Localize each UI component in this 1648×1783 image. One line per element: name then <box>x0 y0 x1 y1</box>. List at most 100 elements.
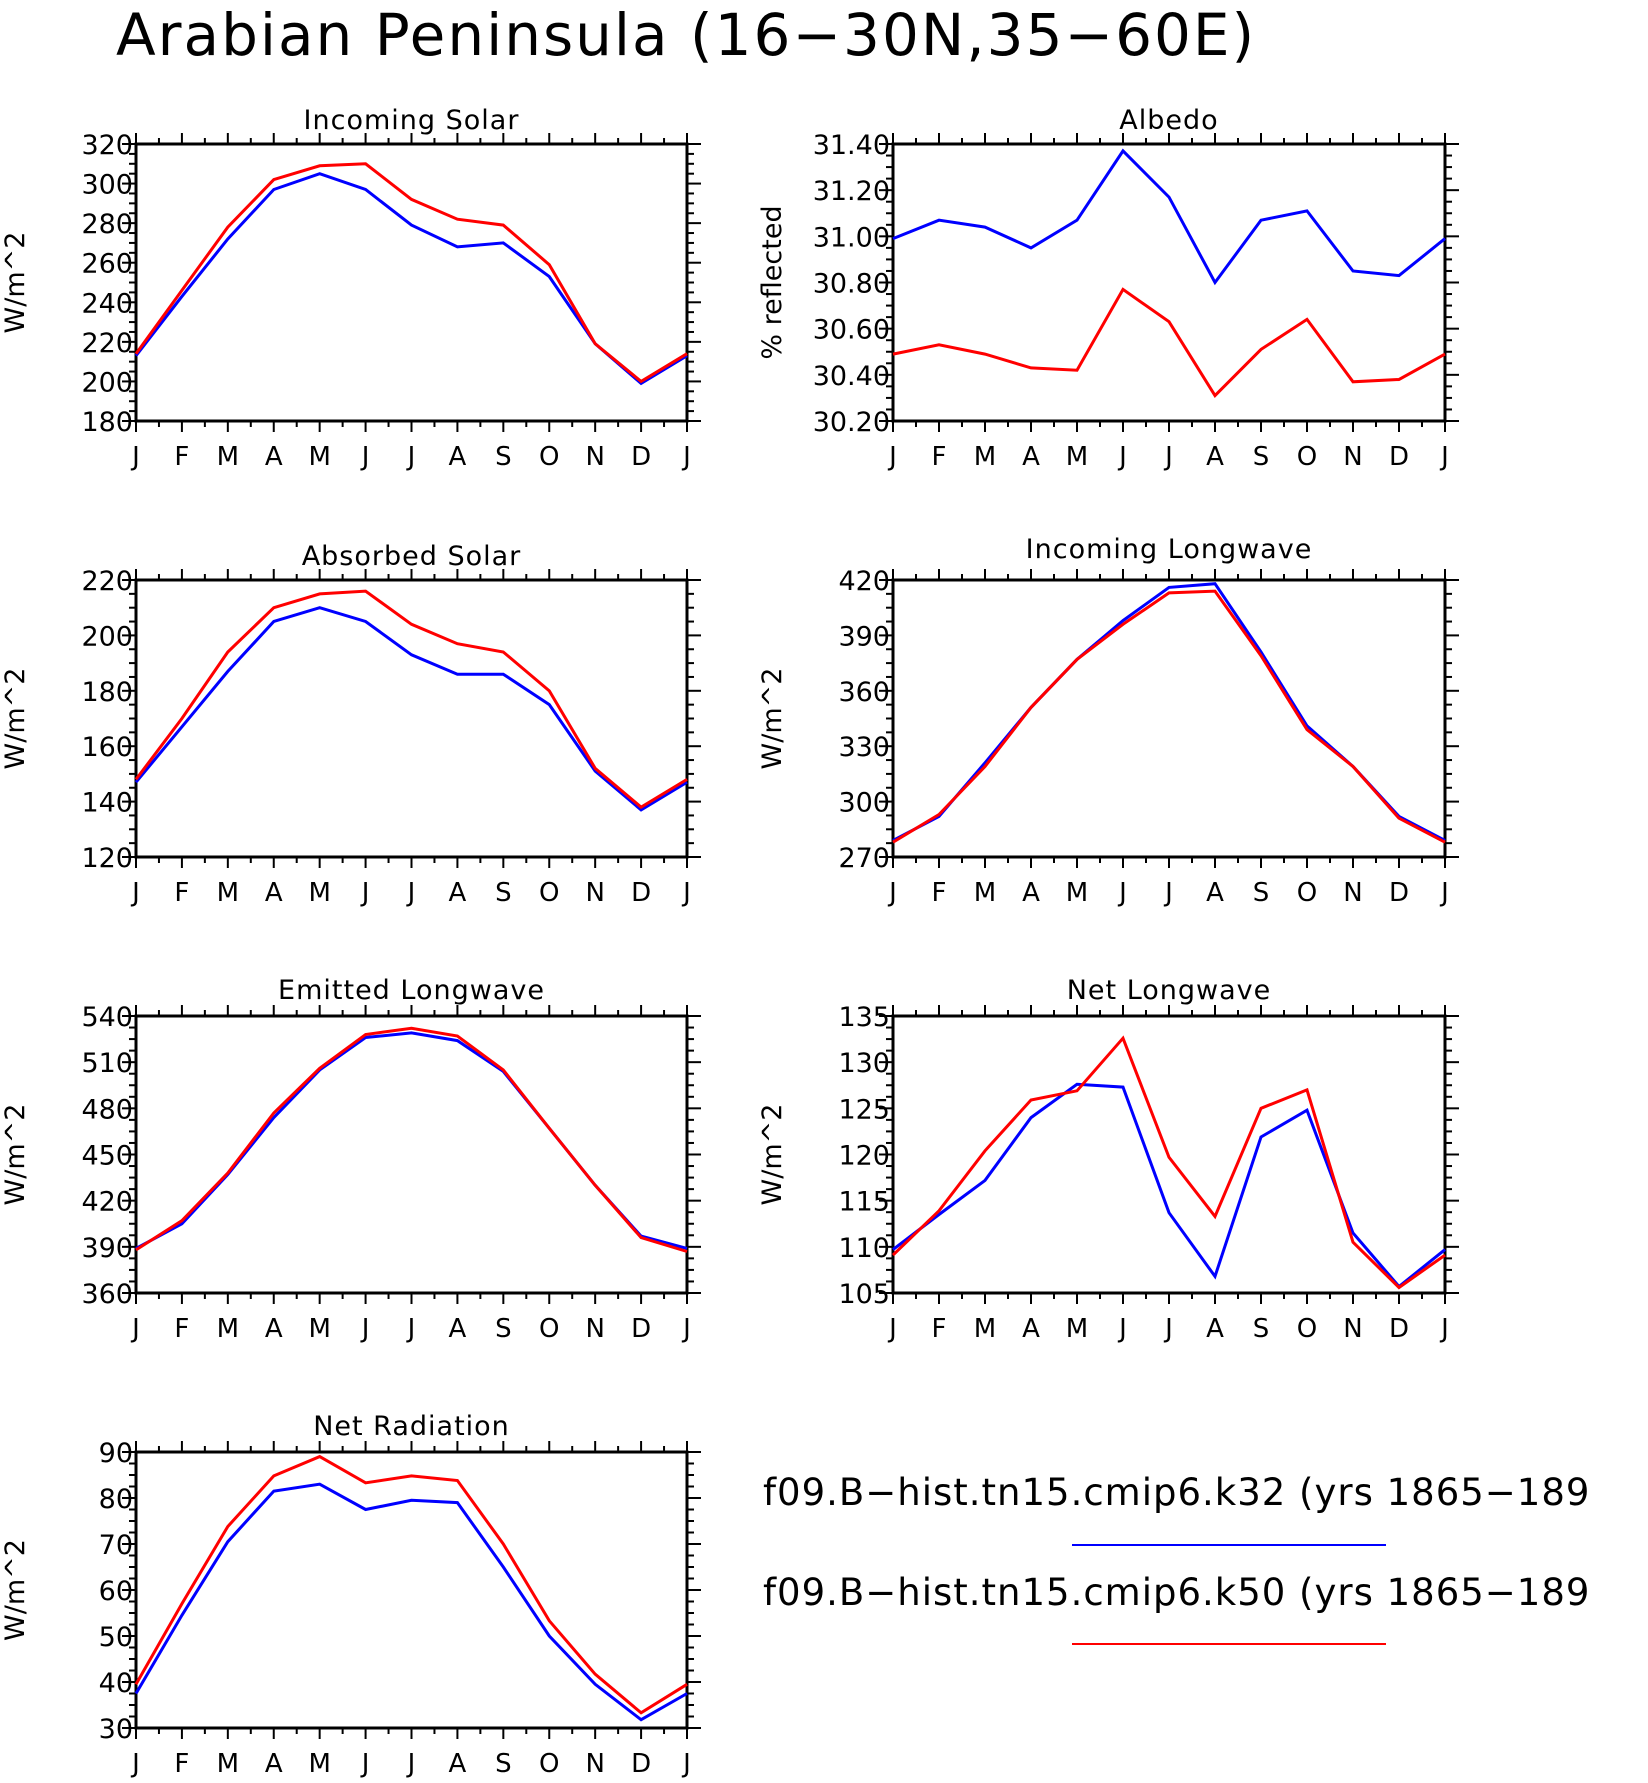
y-tick-label: 40 <box>99 1668 133 1699</box>
x-tick-label: J <box>887 1314 897 1344</box>
legend-label-k50: f09.B−hist.tn15.cmip6.k50 (yrs 1865−189 <box>763 1571 1590 1614</box>
y-tick-label: 30.80 <box>813 269 890 300</box>
x-tick-label: S <box>495 878 512 908</box>
x-tick-label: A <box>265 1314 283 1344</box>
y-tick-label: 130 <box>838 1048 890 1079</box>
x-tick-label: M <box>217 442 239 472</box>
x-tick-label: J <box>887 442 897 472</box>
y-tick-label: 450 <box>81 1141 133 1172</box>
y-axis-label: W/m^2 <box>757 1104 788 1206</box>
series-line-k50 <box>891 1035 1446 1290</box>
y-axis-label: W/m^2 <box>0 232 31 334</box>
x-tick-label: M <box>974 878 996 908</box>
x-tick-label: D <box>1389 442 1409 472</box>
plot-frame <box>134 578 689 859</box>
x-tick-label: M <box>217 1749 239 1779</box>
x-tick-label: F <box>174 878 189 908</box>
x-tick-label: A <box>1206 1314 1224 1344</box>
x-tick-label: A <box>449 1314 467 1344</box>
x-tick-label: A <box>265 878 283 908</box>
y-tick-label: 220 <box>81 328 133 359</box>
x-tick-label: N <box>585 442 604 472</box>
x-tick-label: O <box>539 442 559 472</box>
y-tick-label: 390 <box>838 621 890 652</box>
series-line-k50 <box>892 589 1446 844</box>
series-line-k50 <box>135 1026 688 1253</box>
plot-frame <box>134 1450 689 1730</box>
x-tick-label: A <box>1022 878 1040 908</box>
y-axis-label: W/m^2 <box>0 1539 31 1641</box>
y-tick-label: 300 <box>81 170 133 201</box>
y-tick-label: 105 <box>838 1279 890 1310</box>
x-tick-label: O <box>539 878 559 908</box>
x-tick-label: M <box>308 878 330 908</box>
y-tick-label: 200 <box>81 367 133 398</box>
panel-title: Incoming Solar <box>304 105 520 136</box>
x-tick-label: O <box>539 1314 559 1344</box>
x-tick-label: J <box>1439 1314 1449 1344</box>
x-tick-label: M <box>308 442 330 472</box>
x-tick-label: D <box>1389 1314 1409 1344</box>
y-tick-label: 270 <box>838 843 890 874</box>
x-tick-label: D <box>1389 878 1409 908</box>
x-tick-label: N <box>1343 878 1362 908</box>
x-tick-label: N <box>585 1314 604 1344</box>
x-tick-label: J <box>1163 1314 1173 1344</box>
series-line-k32 <box>892 1082 1446 1289</box>
y-tick-label: 360 <box>838 677 890 708</box>
x-tick-label: F <box>174 442 189 472</box>
x-tick-label: F <box>932 878 947 908</box>
y-tick-label: 120 <box>838 1141 890 1172</box>
x-tick-label: F <box>174 1314 189 1344</box>
y-tick-label: 200 <box>81 621 133 652</box>
x-tick-label: M <box>217 1314 239 1344</box>
x-tick-label: J <box>130 1314 140 1344</box>
y-tick-label: 80 <box>99 1484 133 1515</box>
x-tick-label: J <box>130 442 140 472</box>
y-tick-label: 280 <box>81 209 133 240</box>
x-tick-label: N <box>585 878 604 908</box>
x-tick-label: J <box>1117 442 1127 472</box>
y-tick-label: 31.20 <box>813 176 890 207</box>
figure-title: Arabian Peninsula (16−30N,35−60E) <box>116 1 1256 69</box>
y-tick-label: 390 <box>81 1233 133 1264</box>
x-tick-label: D <box>631 1314 651 1344</box>
y-tick-label: 90 <box>99 1438 133 1469</box>
plot-frame <box>134 1014 689 1295</box>
y-tick-label: 50 <box>99 1622 133 1653</box>
x-tick-label: O <box>539 1749 559 1779</box>
x-tick-label: M <box>1066 442 1088 472</box>
y-tick-label: 120 <box>81 843 133 874</box>
x-tick-label: O <box>1297 442 1317 472</box>
x-tick-label: J <box>360 1749 370 1779</box>
x-tick-label: M <box>217 878 239 908</box>
x-tick-label: A <box>449 442 467 472</box>
x-tick-label: J <box>681 1749 691 1779</box>
y-tick-label: 360 <box>81 1279 133 1310</box>
x-tick-label: S <box>1253 442 1270 472</box>
x-tick-label: F <box>174 1749 189 1779</box>
plot-frame <box>134 142 689 423</box>
plot-frame <box>891 578 1447 859</box>
x-tick-label: J <box>1439 442 1449 472</box>
y-axis-label: % reflected <box>757 205 788 359</box>
y-tick-label: 30.60 <box>813 315 890 346</box>
x-tick-label: J <box>1439 878 1449 908</box>
x-tick-label: J <box>360 442 370 472</box>
x-tick-label: J <box>681 878 691 908</box>
series-line-k32 <box>134 1482 688 1722</box>
series-line-k32 <box>134 606 688 812</box>
x-tick-label: A <box>1022 1314 1040 1344</box>
y-axis-label: W/m^2 <box>0 1104 31 1206</box>
legend-label-k32: f09.B−hist.tn15.cmip6.k32 (yrs 1865−189 <box>763 1471 1590 1514</box>
x-tick-label: A <box>265 442 283 472</box>
y-tick-label: 135 <box>838 1002 890 1033</box>
x-tick-label: M <box>974 442 996 472</box>
panel-title: Net Radiation <box>313 1411 510 1442</box>
y-tick-label: 240 <box>81 288 133 319</box>
x-tick-label: D <box>631 442 651 472</box>
